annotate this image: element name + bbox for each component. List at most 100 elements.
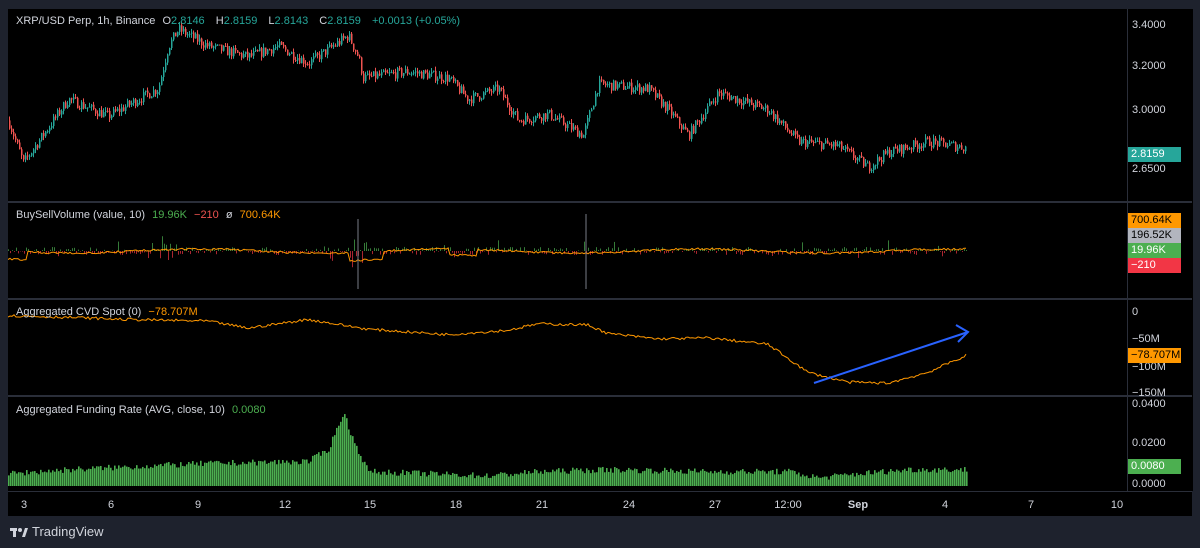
candle-body [729,95,731,101]
funding-bar [96,466,98,486]
volume-bar [734,250,735,251]
cvd-tick: −100M [1132,361,1166,373]
funding-bar [592,469,594,486]
candle-body [471,99,473,104]
candle-body [749,99,751,103]
volume-bar [334,249,335,251]
candle-body [653,88,655,90]
candle-body [567,124,569,129]
candle-body [125,106,127,111]
candle-body [231,48,233,57]
buysell-volume-plot [8,214,967,289]
volume-bar [300,251,301,254]
funding-bar [800,476,802,486]
funding-bar [70,472,72,486]
cvd-legend: Aggregated CVD Spot (0) −78.707M [16,306,202,318]
candle-body [327,46,329,55]
funding-bar [890,469,892,486]
candle-body [453,77,455,82]
candle-body [219,44,221,46]
candle-body [25,155,27,160]
pane-separator[interactable] [8,395,1192,397]
candle-body [963,149,965,152]
candle-body [735,96,737,103]
candle-body [439,74,441,79]
funding-bar [604,472,606,486]
candle-body [923,143,925,148]
volume-bar [184,250,185,251]
volume-bar [826,251,827,254]
volume-bar [614,241,615,251]
funding-bar [882,469,884,486]
tradingview-logo[interactable]: TradingView [10,524,104,539]
candle-body [211,42,213,48]
candle-body [283,44,285,47]
candle-body [533,120,535,123]
candle-body [691,125,693,139]
funding-bar [240,464,242,486]
funding-bar [706,471,708,486]
time-axis[interactable] [8,491,1192,516]
candle-body [935,138,937,142]
volume-bar [386,251,387,254]
candle-body [937,141,939,147]
funding-bar [786,471,788,486]
bsv-sell-tag: −210 [1128,258,1181,273]
candle-body [133,99,135,103]
funding-bar [878,471,880,486]
volume-bar [888,240,889,251]
volume-bar [152,243,153,251]
funding-bar [792,470,794,486]
funding-bar [66,468,68,486]
funding-bar [678,471,680,486]
symbol-title[interactable]: XRP/USD Perp, 1h, Binance [16,15,156,27]
candle-body [315,53,317,57]
funding-bar [898,470,900,486]
funding-bar [496,474,498,486]
cvd-title[interactable]: Aggregated CVD Spot (0) [16,306,142,318]
volume-bar [464,251,465,253]
volume-bar [594,250,595,251]
funding-bar [650,468,652,486]
candle-body [305,63,307,65]
funding-bar [256,465,258,486]
volume-bar [820,249,821,251]
candle-body [847,146,849,150]
funding-bar [216,460,218,486]
funding-title[interactable]: Aggregated Funding Rate (AVG, close, 10) [16,404,225,416]
pane-separator[interactable] [8,201,1192,203]
volume-bar [850,251,851,254]
pane-separator[interactable] [8,298,1192,300]
candle-body [863,157,865,167]
funding-bar [276,464,278,486]
funding-bar [858,475,860,486]
candle-body [525,115,527,125]
candle-body [785,121,787,128]
funding-bar [300,463,302,486]
candle-body [217,44,219,46]
candle-body [629,82,631,87]
funding-bar [478,475,480,486]
funding-bar [44,471,46,486]
funding-bar [346,418,348,486]
candle-body [557,118,559,120]
funding-bar [824,476,826,486]
candle-body [277,45,279,48]
funding-bar [594,472,596,486]
candle-body [177,31,179,37]
bsv-title[interactable]: BuySellVolume (value, 10) [16,209,146,221]
candle-body [737,98,739,103]
candle-body [707,106,709,113]
volume-bar [844,247,845,251]
funding-bar [906,470,908,486]
volume-bar [694,251,695,253]
candle-body [289,53,291,56]
candle-body [779,120,781,124]
candle-body [169,47,171,55]
volume-bar [664,251,665,254]
volume-bar [40,251,41,254]
funding-bar [172,463,174,486]
chart-canvas[interactable] [8,9,1127,491]
funding-bar [860,473,862,486]
funding-bar [298,464,300,486]
